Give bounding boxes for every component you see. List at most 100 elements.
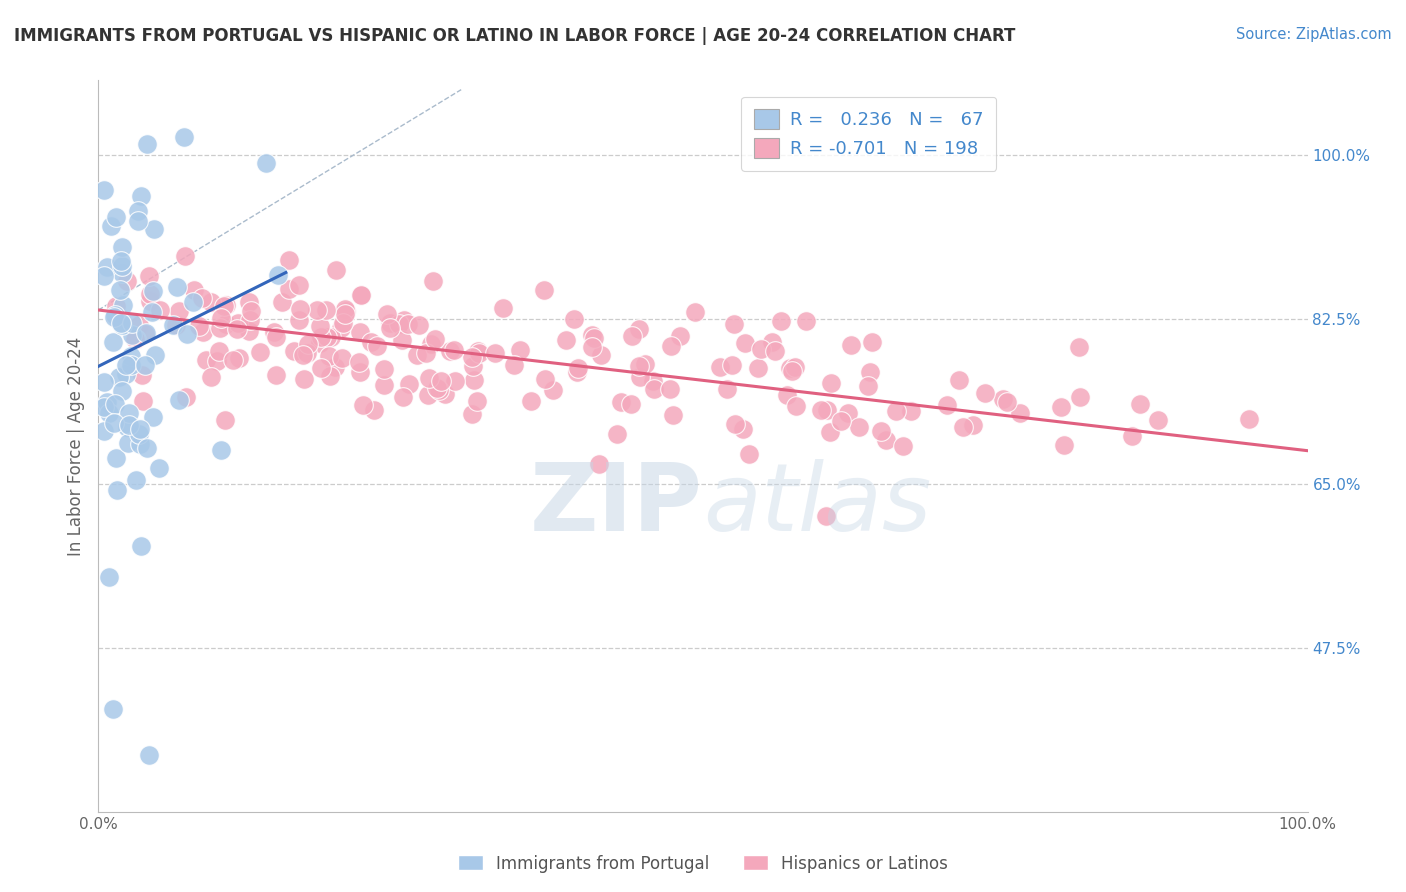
- Point: [183, 284, 205, 298]
- Point: [415, 346, 437, 360]
- Point: [716, 382, 738, 396]
- Point: [433, 387, 456, 401]
- Point: [238, 294, 260, 309]
- Point: [115, 274, 138, 288]
- Point: [127, 214, 149, 228]
- Point: [830, 413, 852, 427]
- Point: [209, 443, 232, 458]
- Point: [254, 156, 277, 170]
- Point: [709, 359, 731, 374]
- Point: [325, 263, 347, 277]
- Point: [333, 302, 356, 317]
- Point: [165, 318, 187, 332]
- Point: [785, 399, 807, 413]
- Point: [93, 268, 115, 283]
- Point: [93, 400, 115, 414]
- Point: [627, 359, 650, 373]
- Point: [111, 260, 134, 274]
- Point: [121, 316, 143, 330]
- Point: [962, 417, 984, 432]
- Point: [416, 388, 439, 402]
- Point: [104, 308, 127, 322]
- Point: [460, 350, 482, 364]
- Point: [93, 375, 115, 389]
- Point: [107, 483, 129, 498]
- Point: [391, 333, 413, 347]
- Point: [142, 410, 165, 425]
- Point: [162, 318, 184, 332]
- Point: [948, 373, 970, 387]
- Point: [105, 210, 128, 224]
- Point: [138, 293, 160, 308]
- Point: [991, 392, 1014, 406]
- Point: [315, 302, 337, 317]
- Point: [352, 398, 374, 412]
- Point: [606, 427, 628, 442]
- Point: [124, 333, 146, 347]
- Point: [194, 353, 217, 368]
- Point: [214, 299, 236, 313]
- Point: [96, 394, 118, 409]
- Point: [398, 376, 420, 391]
- Point: [565, 365, 588, 379]
- Point: [378, 317, 401, 331]
- Point: [621, 328, 644, 343]
- Point: [110, 254, 132, 268]
- Point: [423, 332, 446, 346]
- Point: [1053, 438, 1076, 452]
- Point: [1237, 412, 1260, 426]
- Point: [200, 370, 222, 384]
- Point: [283, 344, 305, 359]
- Point: [323, 360, 346, 375]
- Point: [723, 318, 745, 332]
- Point: [378, 321, 401, 335]
- Point: [422, 274, 444, 288]
- Point: [142, 222, 165, 236]
- Point: [776, 387, 799, 401]
- Point: [396, 317, 419, 331]
- Point: [533, 283, 555, 297]
- Point: [120, 358, 142, 372]
- Point: [620, 397, 643, 411]
- Point: [350, 287, 373, 301]
- Point: [761, 334, 783, 349]
- Point: [267, 268, 290, 283]
- Point: [936, 398, 959, 412]
- Point: [555, 333, 578, 347]
- Point: [420, 336, 443, 351]
- Point: [129, 422, 152, 436]
- Point: [292, 348, 315, 362]
- Point: [349, 325, 371, 339]
- Point: [610, 395, 633, 409]
- Point: [426, 381, 449, 395]
- Point: [427, 384, 450, 398]
- Point: [270, 294, 292, 309]
- Point: [249, 345, 271, 359]
- Point: [492, 301, 515, 316]
- Point: [810, 403, 832, 417]
- Point: [1067, 340, 1090, 354]
- Point: [118, 406, 141, 420]
- Point: [839, 338, 862, 352]
- Point: [333, 307, 356, 321]
- Point: [167, 304, 190, 318]
- Point: [541, 383, 564, 397]
- Point: [484, 345, 506, 359]
- Legend: R =   0.236   N =   67, R = -0.701   N = 198: R = 0.236 N = 67, R = -0.701 N = 198: [741, 96, 997, 170]
- Point: [869, 424, 891, 438]
- Point: [108, 283, 131, 297]
- Point: [860, 335, 883, 350]
- Text: Source: ZipAtlas.com: Source: ZipAtlas.com: [1236, 27, 1392, 42]
- Text: IMMIGRANTS FROM PORTUGAL VS HISPANIC OR LATINO IN LABOR FORCE | AGE 20-24 CORREL: IMMIGRANTS FROM PORTUGAL VS HISPANIC OR …: [14, 27, 1015, 45]
- Point: [749, 342, 772, 356]
- Point: [191, 325, 214, 339]
- Point: [111, 384, 134, 398]
- Point: [815, 403, 838, 417]
- Point: [349, 365, 371, 379]
- Point: [138, 268, 160, 283]
- Point: [128, 427, 150, 442]
- Point: [129, 539, 152, 553]
- Point: [305, 302, 328, 317]
- Point: [363, 403, 385, 417]
- Point: [366, 339, 388, 353]
